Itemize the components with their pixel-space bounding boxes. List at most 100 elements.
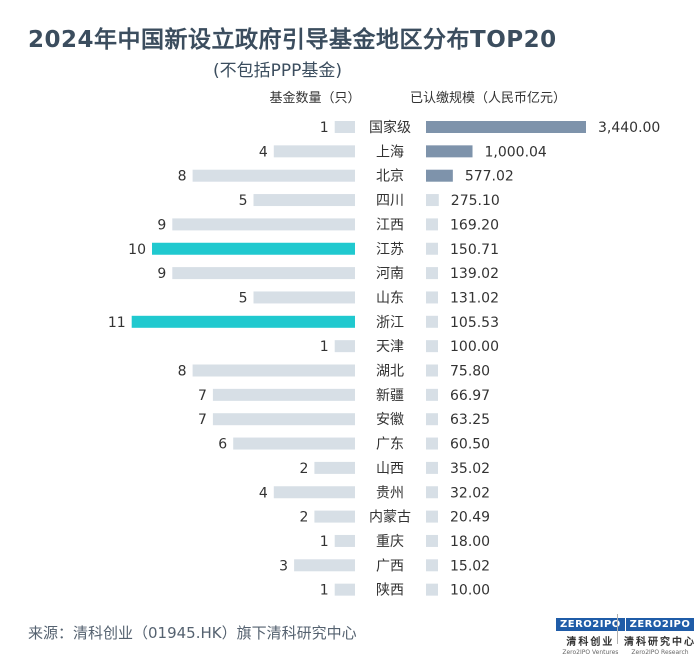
scale-bar	[426, 364, 438, 377]
count-bar	[172, 267, 355, 280]
count-axis-header: 基金数量（只）	[269, 90, 360, 106]
count-bar	[314, 461, 355, 474]
count-value-label: 5	[239, 193, 248, 209]
scale-value-label: 100.00	[450, 339, 499, 355]
count-bar	[172, 218, 355, 231]
region-label: 安徽	[376, 412, 404, 428]
count-value-label: 7	[198, 412, 207, 428]
scale-bar	[426, 291, 438, 304]
scale-value-label: 66.97	[450, 388, 490, 404]
count-bar	[334, 534, 355, 547]
scale-bar	[426, 340, 438, 353]
count-value-label: 9	[157, 266, 166, 282]
scale-value-label: 60.50	[450, 437, 490, 453]
count-value-label: 1	[320, 120, 329, 136]
count-value-label: 9	[157, 217, 166, 233]
scale-value-label: 577.02	[465, 169, 514, 185]
zero2ipo-ventures-logo: ZERO2IPO 清科创业 Zero2IPO Ventures	[556, 612, 625, 656]
count-bar	[314, 510, 355, 523]
count-bar	[152, 242, 355, 255]
region-label: 内蒙古	[369, 510, 411, 526]
count-value-label: 2	[299, 461, 308, 477]
region-label: 山西	[376, 461, 404, 477]
source-note: 来源：清科创业（01945.HK）旗下清科研究中心	[28, 624, 357, 642]
region-label: 江苏	[376, 242, 404, 258]
count-value-label: 7	[198, 388, 207, 404]
count-bar	[334, 340, 355, 353]
region-label: 河南	[376, 266, 404, 282]
scale-value-label: 150.71	[450, 242, 499, 258]
logo-divider	[617, 614, 618, 644]
region-label: 新疆	[376, 388, 404, 404]
count-bar	[233, 437, 355, 450]
count-bar	[273, 145, 355, 158]
scale-value-label: 1,000.04	[485, 144, 547, 160]
logo-subtitle: Zero2IPO Research	[631, 649, 689, 656]
count-bar	[192, 364, 355, 377]
region-label: 四川	[376, 193, 404, 209]
scale-axis-header: 已认缴规模（人民币亿元）	[410, 91, 566, 106]
scale-value-label: 35.02	[450, 461, 490, 477]
scale-value-label: 15.02	[450, 558, 490, 574]
count-value-label: 5	[239, 290, 248, 306]
count-value-label: 6	[218, 437, 227, 453]
count-value-label: 1	[320, 534, 329, 550]
logo-name: 清科研究中心	[624, 637, 696, 648]
logo-name: 清科创业	[566, 637, 615, 648]
scale-bar	[426, 559, 438, 572]
region-label: 天津	[376, 339, 404, 355]
count-value-label: 11	[108, 315, 126, 331]
chart-area: 基金数量（只） 已认缴规模（人民币亿元） 1 国家级 3,440.00 4 上海 1,000.…	[108, 90, 660, 599]
count-bar	[334, 583, 355, 596]
scale-bar	[426, 437, 438, 450]
scale-value-label: 10.00	[450, 583, 490, 599]
scale-bar	[426, 510, 438, 523]
chart-title: 2024年中国新设立政府引导基金地区分布TOP20	[28, 27, 557, 53]
scale-value-label: 63.25	[450, 412, 490, 428]
count-value-label: 8	[178, 364, 187, 380]
scale-bar	[426, 534, 438, 547]
scale-value-label: 275.10	[451, 193, 500, 209]
scale-bar	[426, 583, 438, 596]
scale-value-label: 105.53	[450, 315, 499, 331]
region-label: 北京	[376, 169, 404, 185]
region-label: 江西	[376, 217, 404, 233]
scale-value-label: 20.49	[450, 510, 490, 526]
logo-badge: ZERO2IPO	[556, 618, 625, 631]
count-value-label: 8	[178, 169, 187, 185]
count-value-label: 1	[320, 339, 329, 355]
region-label: 浙江	[376, 315, 404, 331]
count-bar	[273, 486, 355, 499]
count-bar	[334, 121, 355, 133]
region-label: 广东	[376, 437, 404, 453]
scale-value-label: 18.00	[450, 534, 490, 550]
count-bar	[253, 194, 355, 207]
scale-bar	[426, 461, 438, 474]
count-value-label: 4	[259, 485, 268, 501]
count-value-label: 4	[259, 144, 268, 160]
logo-badge: ZERO2IPO	[625, 618, 695, 631]
region-label: 湖北	[376, 364, 404, 380]
count-bar	[212, 388, 355, 401]
scale-bar	[426, 242, 438, 255]
count-value-label: 1	[320, 583, 329, 599]
scale-bar	[426, 218, 438, 231]
scale-value-label: 139.02	[450, 266, 499, 282]
scale-bar	[426, 121, 586, 133]
count-bar	[212, 413, 355, 426]
count-value-label: 10	[128, 242, 146, 258]
scale-value-label: 3,440.00	[598, 120, 660, 136]
count-bar	[294, 559, 355, 572]
region-label: 贵州	[376, 485, 404, 501]
region-label: 广西	[376, 558, 404, 574]
count-bar	[192, 169, 355, 182]
count-value-label: 2	[299, 510, 308, 526]
scale-bar	[426, 145, 473, 158]
scale-value-label: 32.02	[450, 485, 490, 501]
scale-bar	[426, 169, 453, 182]
region-label: 山东	[376, 290, 404, 306]
count-value-label: 3	[279, 558, 288, 574]
chart-subtitle: (不包括PPP基金)	[213, 61, 343, 81]
count-bar	[253, 291, 355, 304]
region-label: 重庆	[376, 534, 404, 550]
